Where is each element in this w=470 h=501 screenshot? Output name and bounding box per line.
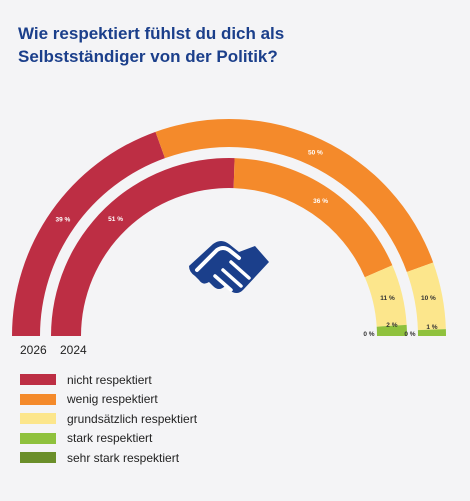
- title-line-1: Wie respektiert fühlst du dich als: [18, 24, 285, 43]
- data-label-2024-5: 0 %: [363, 331, 374, 338]
- arc-segments: [12, 119, 446, 336]
- legend-swatch: [20, 452, 56, 464]
- data-label-2024-3: 11 %: [380, 295, 395, 302]
- legend-swatch: [20, 413, 56, 425]
- series-label-2026: 2026: [20, 343, 47, 357]
- arc-2026-3: [406, 262, 446, 331]
- data-label-2026-2: 50 %: [308, 149, 323, 156]
- legend-label: stark respektiert: [67, 431, 153, 446]
- data-label-2024-4: 2 %: [386, 322, 397, 329]
- legend-item-4: stark respektiert: [20, 429, 197, 449]
- legend-label: wenig respektiert: [67, 392, 158, 407]
- legend-label: sehr stark respektiert: [67, 450, 180, 465]
- handshake-icon: [189, 241, 269, 293]
- arc-2024-4: [376, 324, 407, 336]
- legend-label: grundsätzlich respektiert: [67, 411, 198, 426]
- arc-2024-2: [233, 158, 393, 278]
- legend-swatch: [20, 432, 56, 444]
- legend-item-3: grundsätzlich respektiert: [20, 409, 197, 429]
- series-label-2024: 2024: [60, 343, 87, 357]
- chart-title: Wie respektiert fühlst du dich als Selbs…: [18, 22, 458, 68]
- legend-item-5: sehr stark respektiert: [20, 448, 197, 468]
- data-label-2026-5: 0 %: [404, 331, 415, 338]
- legend-item-1: nicht respektiert: [20, 370, 197, 390]
- data-label-2026-1: 39 %: [55, 216, 70, 223]
- data-label-2026-3: 10 %: [421, 295, 436, 302]
- legend-swatch: [20, 374, 56, 386]
- data-labels: 39 % 50 % 10 % 1 % 0 % 51 % 36 % 11 % 2 % 0 %: [55, 149, 437, 338]
- arc-2024-1: [51, 158, 235, 336]
- arc-2026-1: [12, 131, 165, 336]
- legend: nicht respektiert wenig respektiert grunds…: [20, 370, 197, 468]
- arc-2026-2: [155, 119, 434, 272]
- legend-item-2: wenig respektiert: [20, 390, 197, 410]
- title-line-2: Selbstständiger von der Politik?: [18, 47, 278, 66]
- legend-swatch: [20, 393, 56, 405]
- arc-2024-3: [364, 265, 407, 327]
- data-label-2024-1: 51 %: [108, 216, 123, 223]
- data-label-2026-4: 1 %: [426, 324, 437, 331]
- legend-label: nicht respektiert: [67, 372, 152, 387]
- arc-2026-4: [417, 329, 446, 336]
- series-year-labels: 2026 2024: [20, 343, 87, 357]
- data-label-2024-2: 36 %: [313, 198, 328, 205]
